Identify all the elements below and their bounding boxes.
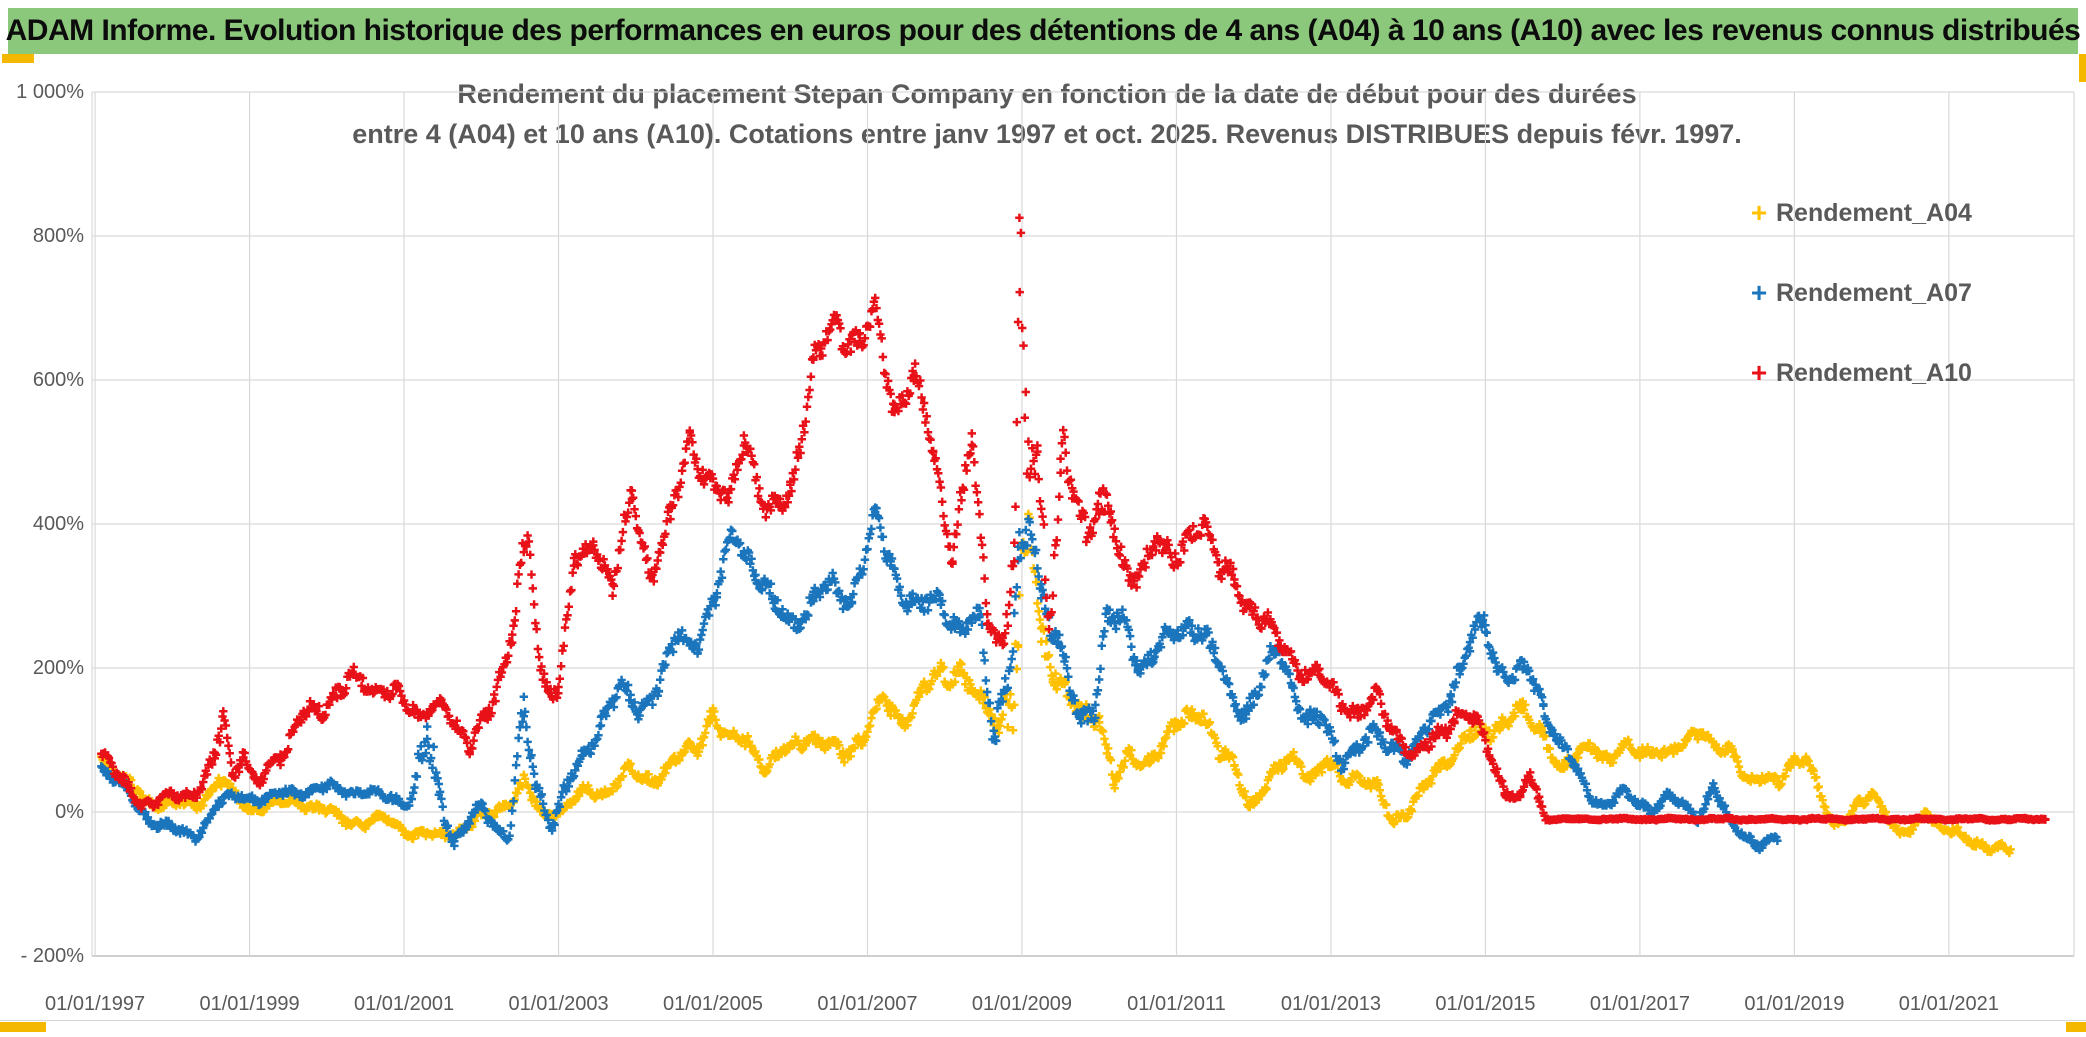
- gold-accent-right-edge: [2079, 54, 2086, 82]
- legend-item-rendement_a04[interactable]: + Rendement_A04: [1742, 196, 1972, 230]
- chart-title-line1: Rendement du placement Stepan Company en…: [457, 79, 1637, 109]
- x-tick-label-2015: 01/01/2015: [1435, 993, 1536, 1015]
- chart-title-line2: entre 4 (A04) et 10 ans (A10). Cotations…: [352, 119, 1742, 149]
- series-points-rendement_a07: [97, 503, 1782, 855]
- legend-label: Rendement_A10: [1776, 358, 1972, 387]
- legend-item-rendement_a07[interactable]: + Rendement_A07: [1742, 276, 1972, 310]
- y-tick-label-400: 400%: [32, 513, 84, 535]
- y-tick-label-0: 0%: [55, 801, 84, 823]
- legend-label: Rendement_A04: [1776, 198, 1972, 227]
- gold-accent-bottom-left: [0, 1022, 46, 1032]
- y-tick-label-600: 600%: [32, 369, 84, 391]
- series-points-rendement_a10: [97, 213, 2050, 825]
- legend-item-rendement_a10[interactable]: + Rendement_A10: [1742, 356, 1972, 390]
- legend-marker-icon: +: [1750, 197, 1768, 228]
- x-tick-label-2005: 01/01/2005: [662, 993, 764, 1015]
- x-tick-label-2013: 01/01/2013: [1280, 993, 1381, 1015]
- x-tick-label-2007: 01/01/2007: [817, 993, 918, 1015]
- legend-marker-icon: +: [1750, 277, 1768, 308]
- gold-accent-top-left: [2, 54, 34, 63]
- y-tick-label-1000: 1 000%: [16, 81, 84, 103]
- legend-label: Rendement_A07: [1776, 278, 1972, 307]
- x-tick-label-1999: 01/01/1999: [199, 993, 300, 1015]
- x-tick-label-2003: 01/01/2003: [508, 993, 609, 1015]
- x-tick-label-2001: 01/01/2001: [353, 993, 455, 1015]
- y-tick-label-200: 200%: [32, 657, 84, 679]
- x-tick-label-2019: 01/01/2019: [1744, 993, 1845, 1015]
- report-banner-title: ADAM Informe. Evolution historique des p…: [5, 14, 2081, 47]
- legend-marker-icon: +: [1750, 357, 1768, 388]
- x-tick-label-2009: 01/01/2009: [971, 993, 1073, 1015]
- report-banner: ADAM Informe. Evolution historique des p…: [5, 8, 2081, 54]
- gold-accent-bottom-right: [2066, 1022, 2086, 1032]
- x-tick-label-2011: 01/01/2011: [1127, 993, 1226, 1015]
- chart-title: Rendement du placement Stepan Company en…: [92, 74, 2002, 154]
- bottom-divider: [0, 1020, 2086, 1021]
- y-tick-label-800: 800%: [32, 225, 84, 247]
- x-tick-label-1997: 01/01/1997: [45, 993, 146, 1015]
- x-tick-label-2017: 01/01/2017: [1589, 993, 1690, 1015]
- y-tick-label--200: - 200%: [20, 945, 84, 967]
- x-tick-label-2021: 01/01/2021: [1898, 993, 1999, 1015]
- chart-legend: + Rendement_A04 + Rendement_A07 + Rendement_A…: [1742, 196, 1972, 436]
